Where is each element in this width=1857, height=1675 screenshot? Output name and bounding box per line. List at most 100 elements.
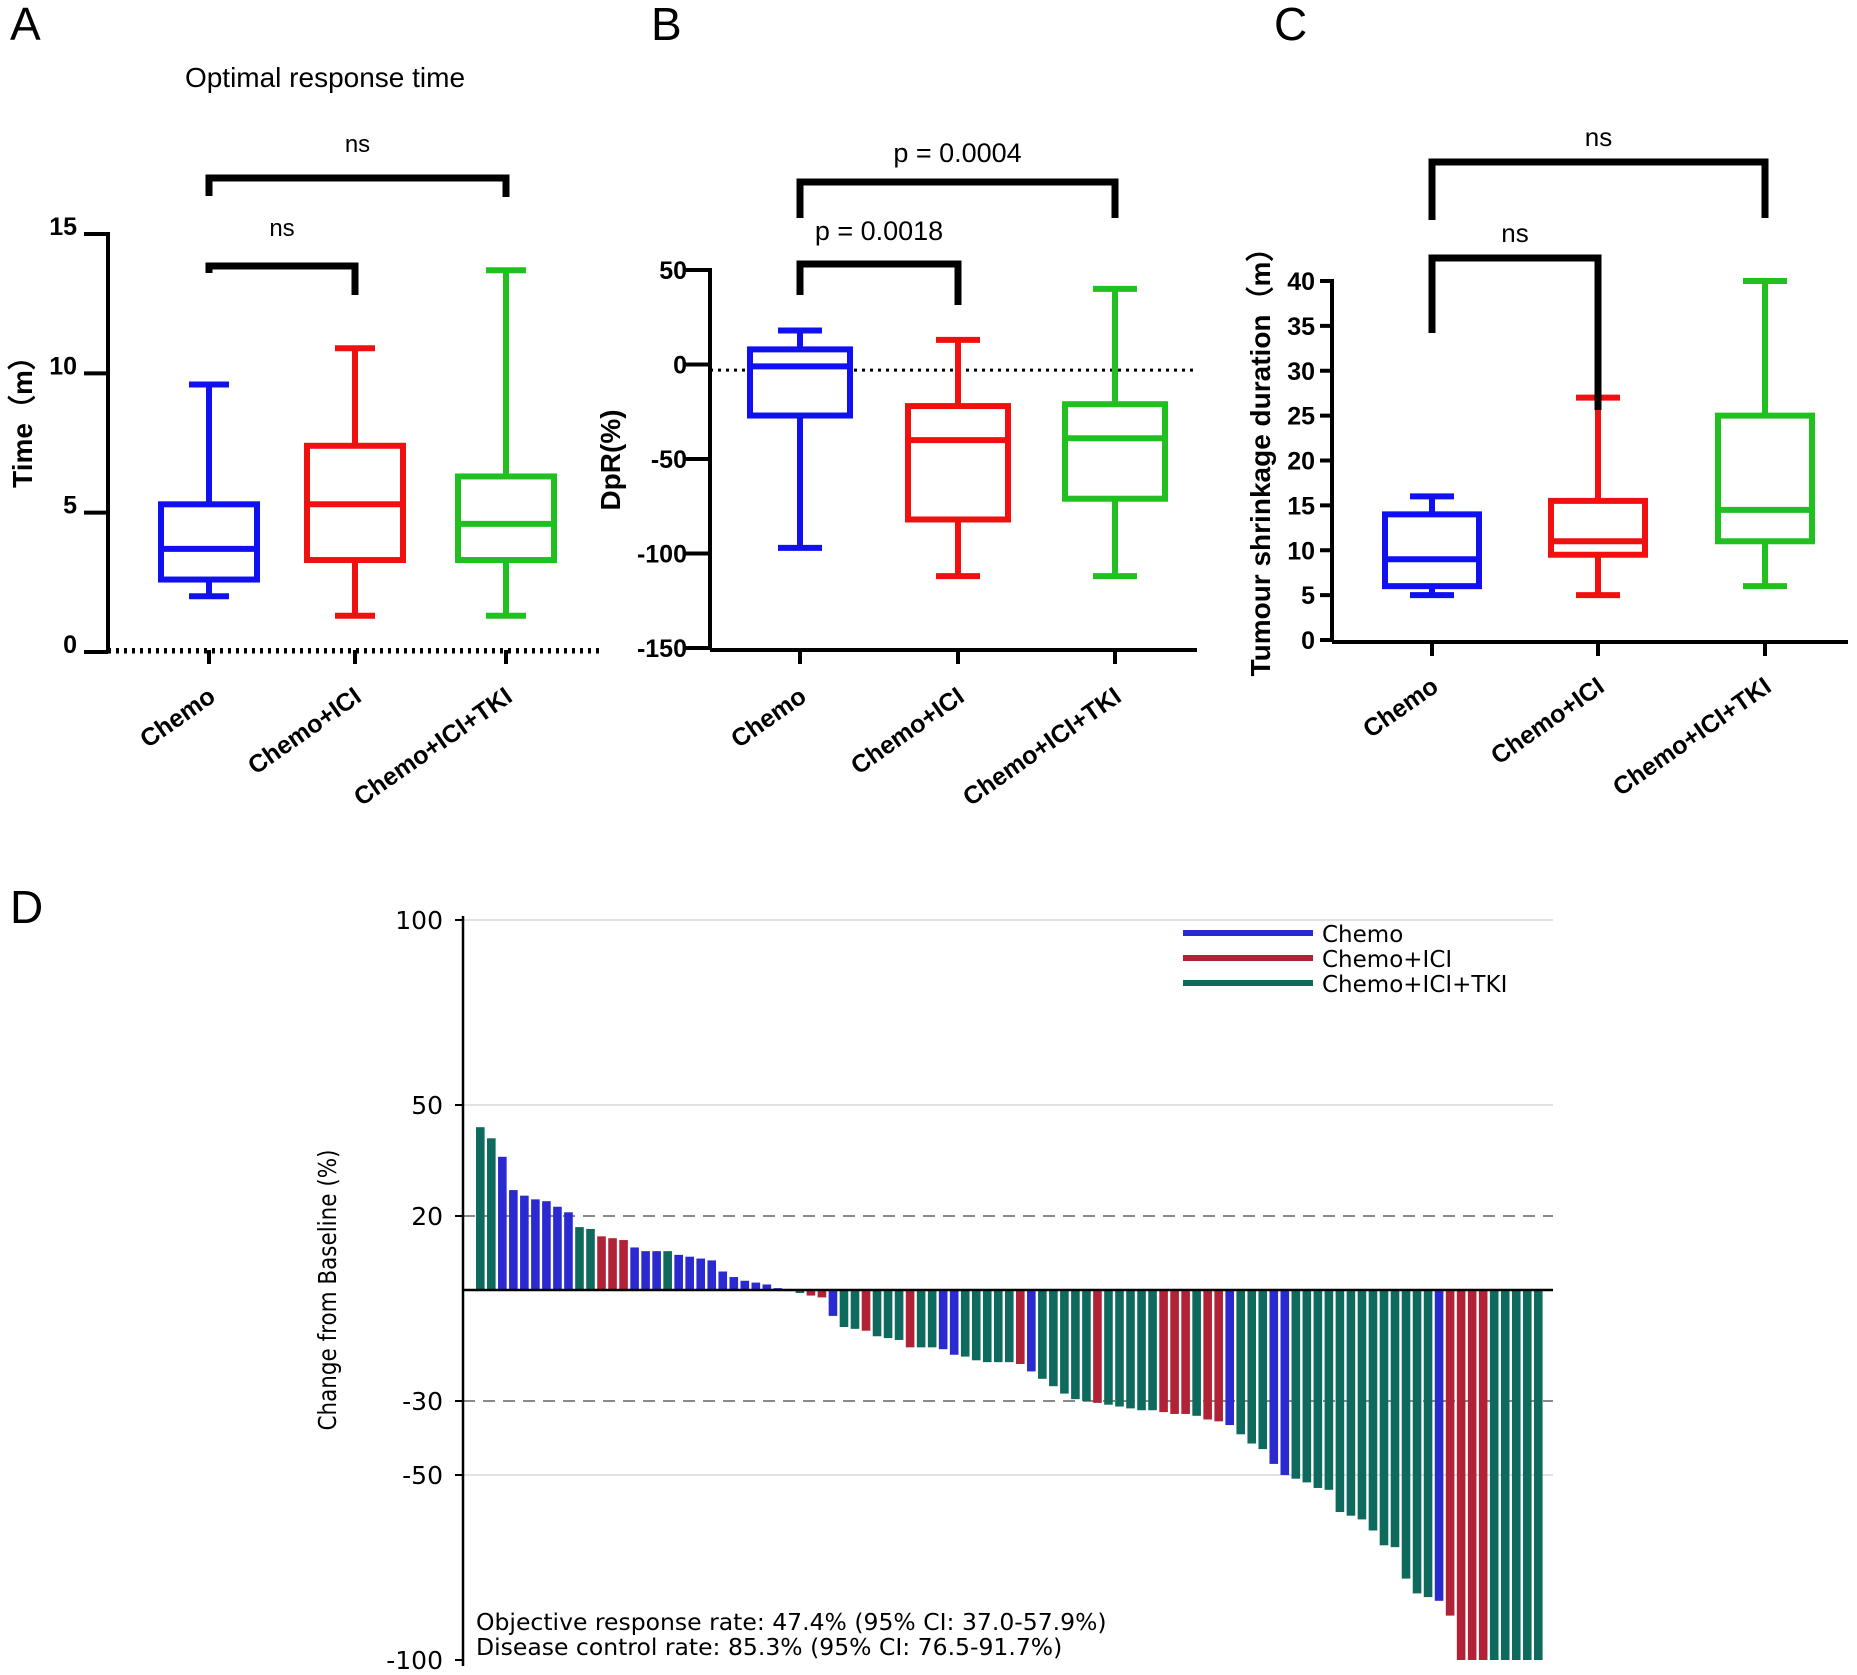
waterfall-bar-chemo-ici bbox=[619, 1240, 628, 1290]
waterfall-bar-chemo-ici-tki bbox=[1533, 1290, 1543, 1660]
waterfall-bar-chemo-ici-tki bbox=[575, 1227, 584, 1290]
waterfall-bar-chemo-ici-tki bbox=[1049, 1290, 1058, 1387]
panel-b-boxplot: DpR(%) -150 -100 -50 0 50 Chemo Chemo+ICIChemo… bbox=[595, 138, 1197, 812]
waterfall-bar-chemo-ici bbox=[1456, 1290, 1466, 1660]
waterfall-bar-chemo-ici bbox=[1170, 1290, 1179, 1414]
waterfall-bar-chemo bbox=[652, 1251, 661, 1290]
waterfall-bar-chemo bbox=[1225, 1290, 1234, 1426]
panel-a-box-3 bbox=[455, 267, 557, 619]
panel-c-category-label: Chemo+ICI+TKI bbox=[1608, 672, 1777, 802]
waterfall-bar-chemo bbox=[520, 1195, 529, 1290]
waterfall-bar-chemo-ici-tki bbox=[1258, 1290, 1268, 1450]
waterfall-bar-chemo-ici bbox=[1016, 1290, 1025, 1364]
objective-response-rate-text: Objective response rate: 47.4% (95% CI: … bbox=[476, 1608, 1107, 1636]
waterfall-bar-chemo bbox=[1269, 1290, 1279, 1464]
waterfall-bar-chemo-ici-tki bbox=[850, 1290, 860, 1329]
waterfall-bar-chemo-ici bbox=[1181, 1290, 1190, 1414]
waterfall-bar-chemo-ici-tki bbox=[1291, 1290, 1301, 1479]
panel-a-boxplot: Optimal response time Time（m） 0 5 10 15 Chem… bbox=[6, 62, 600, 812]
waterfall-bar-chemo-ici-tki bbox=[872, 1290, 882, 1337]
panel-a-y-tick-label: 0 bbox=[63, 631, 77, 659]
iqr-box bbox=[158, 501, 260, 583]
panel-c-boxplot: Tumour shrinkage duration（m） 0 5 10 15 20 25 3… bbox=[1244, 122, 1848, 802]
panel-b-category-label: Chemo+ICI+TKI bbox=[958, 682, 1127, 812]
waterfall-bar-chemo bbox=[674, 1254, 683, 1290]
panel-a-category-label: Chemo+ICI+TKI bbox=[349, 682, 518, 812]
panel-b-y-axis-label: DpR(%) bbox=[595, 409, 626, 510]
waterfall-bar-chemo-ici-tki bbox=[894, 1290, 904, 1340]
panel-c-significance-bracket bbox=[1428, 158, 1769, 220]
panel-b-significance-bracket bbox=[796, 178, 1119, 218]
legend-label: Chemo+ICI bbox=[1322, 947, 1452, 973]
waterfall-bar-chemo-ici-tki bbox=[1038, 1290, 1047, 1379]
waterfall-bar-chemo-ici-tki bbox=[927, 1290, 937, 1348]
panel-c-category-label: Chemo+ICI bbox=[1486, 672, 1610, 770]
waterfall-bar-chemo-ici-tki bbox=[1137, 1290, 1146, 1411]
waterfall-bar-chemo-ici-tki bbox=[1423, 1290, 1433, 1598]
waterfall-bar-chemo-ici-tki bbox=[1368, 1290, 1378, 1531]
waterfall-bar-chemo-ici-tki bbox=[839, 1290, 849, 1327]
waterfall-bar-chemo-ici-tki bbox=[1004, 1290, 1014, 1363]
iqr-box bbox=[455, 473, 557, 564]
panel-letter-d: D bbox=[10, 881, 43, 933]
panel-d-y-tick-label: -100 bbox=[386, 1646, 443, 1675]
panel-a-y-tick-label: 10 bbox=[49, 352, 77, 380]
waterfall-bar-chemo-ici bbox=[861, 1290, 871, 1331]
waterfall-bar-chemo-ici bbox=[597, 1236, 606, 1290]
waterfall-bar-chemo bbox=[1434, 1290, 1444, 1601]
panel-d-y-tick-label: -50 bbox=[402, 1461, 443, 1490]
panel-c-y-tick-label: 5 bbox=[1301, 582, 1315, 610]
iqr-box bbox=[747, 346, 853, 419]
waterfall-bar-chemo-ici bbox=[1478, 1290, 1488, 1660]
waterfall-bar-chemo bbox=[641, 1251, 650, 1290]
panel-c-category-label: Chemo bbox=[1358, 672, 1443, 744]
panel-a-y-axis-label: Time（m） bbox=[6, 342, 38, 488]
panel-c-y-axis-label: Tumour shrinkage duration（m） bbox=[1244, 234, 1276, 677]
panel-b-category-label: Chemo+ICI bbox=[846, 682, 970, 780]
waterfall-bar-chemo-ici-tki bbox=[916, 1290, 926, 1348]
waterfall-bar-chemo-ici bbox=[806, 1290, 816, 1296]
panel-c-y-tick-label: 35 bbox=[1287, 313, 1315, 341]
panel-d-y-tick-label: 100 bbox=[395, 906, 443, 935]
waterfall-bar-chemo-ici-tki bbox=[1379, 1290, 1389, 1546]
panel-c-y-tick-label: 10 bbox=[1287, 537, 1315, 565]
waterfall-bar-chemo-ici-tki bbox=[1346, 1290, 1356, 1516]
waterfall-bar-chemo bbox=[828, 1290, 838, 1316]
waterfall-bar-chemo bbox=[531, 1199, 540, 1290]
panel-c-y-tick-label: 20 bbox=[1287, 448, 1315, 476]
iqr-box bbox=[1548, 497, 1648, 558]
waterfall-bar-chemo-ici-tki bbox=[1357, 1290, 1367, 1520]
panel-c-y-tick-label: 25 bbox=[1287, 403, 1315, 431]
legend-label: Chemo+ICI+TKI bbox=[1322, 972, 1507, 998]
panel-d-y-tick-label: 50 bbox=[411, 1091, 443, 1120]
waterfall-bar-chemo-ici-tki bbox=[1104, 1290, 1113, 1405]
panel-b-box-3 bbox=[1062, 285, 1168, 580]
panel-b-significance-bracket bbox=[796, 260, 962, 305]
panel-a-significance-label: ns bbox=[269, 215, 294, 242]
waterfall-bar-chemo-ici-tki bbox=[1236, 1290, 1246, 1435]
waterfall-bar-chemo-ici bbox=[817, 1290, 827, 1298]
panel-a-significance-bracket bbox=[205, 174, 510, 197]
panel-c-y-tick-label: 0 bbox=[1301, 627, 1315, 655]
panel-a-category-label: Chemo+ICI bbox=[243, 682, 367, 780]
panel-a-significance-bracket bbox=[205, 262, 359, 295]
panel-b-y-tick-label: -150 bbox=[637, 635, 687, 663]
waterfall-bar-chemo-ici-tki bbox=[1302, 1290, 1312, 1483]
waterfall-bar-chemo-ici bbox=[1093, 1290, 1102, 1403]
waterfall-bar-chemo-ici-tki bbox=[1500, 1290, 1510, 1660]
waterfall-bar-chemo-ici-tki bbox=[982, 1290, 992, 1363]
panel-c-box-3 bbox=[1715, 278, 1815, 590]
panel-a-y-tick-label: 15 bbox=[49, 213, 77, 241]
waterfall-bar-chemo-ici-tki bbox=[1511, 1290, 1521, 1660]
waterfall-bar-chemo bbox=[740, 1280, 750, 1290]
panel-d-y-tick-label: -30 bbox=[402, 1387, 443, 1416]
panel-b-y-tick-label: -50 bbox=[651, 446, 687, 474]
waterfall-bar-chemo-ici-tki bbox=[993, 1290, 1003, 1363]
waterfall-bar-chemo-ici-tki bbox=[1313, 1290, 1323, 1488]
panel-b-box-1 bbox=[747, 327, 853, 551]
waterfall-bar-chemo-ici-tki bbox=[1324, 1290, 1334, 1490]
waterfall-bar-chemo-ici bbox=[1467, 1290, 1477, 1660]
panel-a-box-2 bbox=[304, 345, 406, 619]
panel-a-category-label: Chemo bbox=[135, 682, 220, 754]
